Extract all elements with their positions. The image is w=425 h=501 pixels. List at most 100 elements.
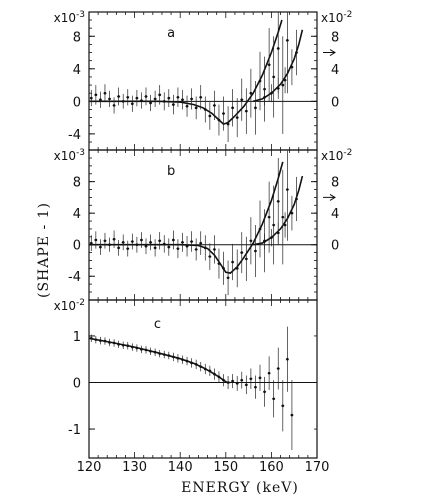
data-point-right [295,51,298,54]
data-point [208,255,212,258]
y-tick-label: -4 [68,128,81,143]
y-tick-label: -1 [68,423,81,438]
data-point [267,63,271,67]
y-right-tick-label: 0 [331,95,339,110]
data-point [194,363,198,366]
data-point [276,47,280,50]
data-point [249,377,253,381]
x-axis-title: ENERGY (keV) [181,480,299,496]
plot-area [89,150,304,296]
data-point [103,239,107,243]
data-point [89,96,93,100]
data-point [172,238,175,242]
data-point [94,93,98,97]
data-point [245,383,248,387]
y-tick-label: 8 [73,176,81,191]
data-point [213,248,216,251]
y-right-tick-label: 4 [331,207,339,222]
data-point [222,267,225,270]
data-point [144,95,148,98]
data-point-right [270,236,273,239]
data-point [153,97,157,101]
data-point [153,246,157,250]
data-point [208,369,212,373]
y-tick-label: -4 [68,270,81,285]
data-point [258,376,262,380]
data-point [185,359,189,363]
data-point [94,238,98,242]
arrow-icon [323,49,336,56]
data-point [194,248,198,251]
data-point [131,345,134,349]
data-point [272,397,275,401]
data-point [240,378,244,382]
data-point-right [290,211,294,215]
data-point [245,257,248,261]
fit-curve [89,19,283,126]
y-tick-label: 4 [73,63,81,78]
data-point [181,241,184,244]
data-point [158,93,161,97]
data-point-right [276,231,280,235]
y-right-tick-label: 4 [331,63,339,78]
data-point [213,372,216,376]
data-point [135,346,139,350]
data-point [286,39,289,42]
data-point [235,116,239,119]
data-point [272,75,275,79]
data-point [158,352,161,355]
data-point [131,102,134,106]
y-tick-label: 8 [73,30,81,45]
data-point [121,343,125,347]
data-point [199,241,203,245]
data-point [249,91,253,95]
data-point [144,244,148,248]
scale-label-left: x10-3 [54,10,85,25]
panel-label: c [154,317,161,332]
data-point [112,104,116,107]
x-axis: 120 130 140 150 160 170 [77,460,330,475]
data-point [249,239,253,243]
data-point [208,114,212,118]
data-point [281,83,285,87]
data-point [121,241,125,244]
data-point [176,95,180,99]
y-right-tick-label: 8 [331,30,339,45]
data-point [117,95,120,98]
data-point [235,267,239,270]
y-tick-label: 4 [73,207,81,222]
panel-a: -4 0 4 8 0 4 8 x10-3 x10-2 a [54,10,352,151]
data-point [135,96,139,100]
data-point [162,100,166,103]
data-point [149,241,152,244]
data-point [162,353,166,356]
panel-c: -1 0 1 x10-2 c [54,298,318,459]
data-point [194,106,198,110]
y-tick-label: 0 [73,239,81,254]
data-point [281,215,285,219]
data-point [103,339,107,343]
data-point [226,276,230,280]
data-point [181,98,184,102]
x-tick-label: 130 [122,460,147,475]
data-point [267,371,271,375]
data-point [254,249,257,253]
fit-curve [89,337,231,384]
data-point [281,404,285,408]
data-point [181,358,184,361]
data-point [263,390,266,394]
data-point [99,339,102,342]
y-right-tick-label: 8 [331,176,339,191]
data-point-right [295,197,298,201]
data-point [258,79,262,83]
data-point [217,375,221,379]
data-point [203,246,207,250]
data-point [158,239,161,243]
data-point [226,381,230,384]
data-point [117,246,120,250]
data-point [140,348,143,351]
data-point [126,247,130,250]
data-point-right [283,223,287,227]
data-point [231,260,234,264]
x-tick-label: 140 [168,460,193,475]
